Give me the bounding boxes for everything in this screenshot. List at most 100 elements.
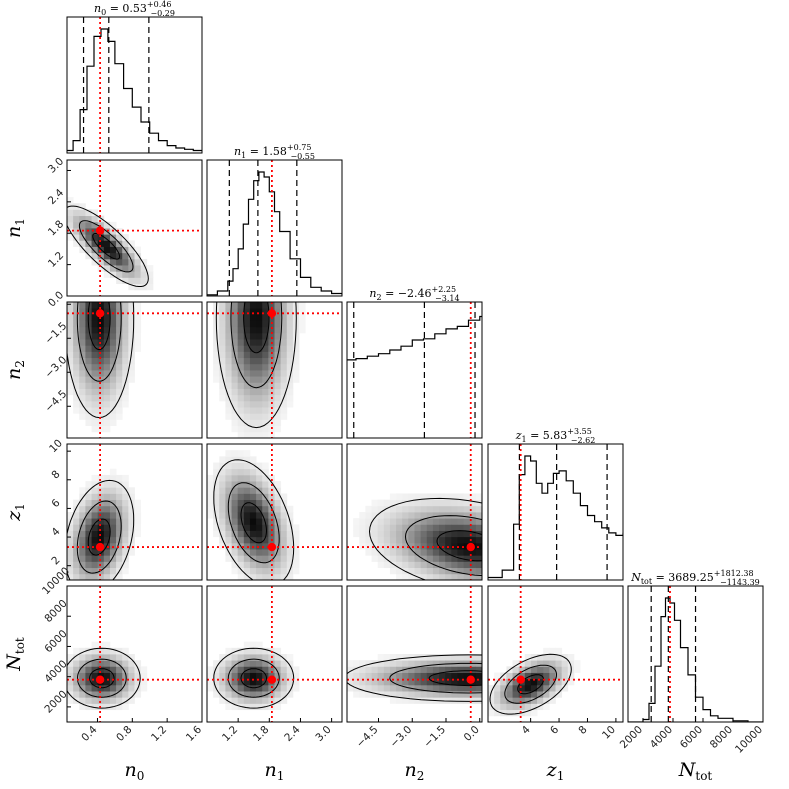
density-cell [426, 561, 434, 569]
density-cell [426, 691, 434, 698]
density-cell [134, 332, 142, 340]
density-cell [79, 573, 86, 580]
density-cell [219, 474, 226, 482]
panel-n1-vs-Ntot [207, 586, 342, 722]
density-cell [134, 518, 142, 525]
density-cell [134, 265, 142, 272]
density-cell [256, 419, 263, 427]
density-cell [122, 258, 129, 266]
density-cell [97, 326, 105, 334]
density-cell [231, 505, 239, 513]
density-cell [103, 376, 111, 383]
density-cell [128, 246, 135, 254]
density-cell [543, 647, 550, 655]
density-cell [396, 505, 403, 513]
density-cell [512, 697, 520, 704]
density-cell [445, 691, 452, 698]
density-cell [256, 542, 263, 550]
density-cell [457, 493, 464, 501]
density-cell [67, 654, 74, 661]
density-cell [67, 197, 74, 204]
density-cell [122, 400, 129, 408]
density-cell [122, 376, 129, 383]
density-cell [371, 512, 379, 519]
density-cell [225, 493, 232, 501]
density-cell [389, 536, 397, 544]
density-cell [512, 691, 520, 698]
density-cell [237, 388, 245, 396]
density-cell [420, 493, 428, 501]
density-cell [103, 703, 111, 711]
density-cell [256, 697, 263, 704]
density-cell [402, 505, 409, 513]
density-cell [128, 542, 135, 550]
density-cell [549, 697, 556, 704]
density-cell [103, 474, 111, 482]
density-cell [67, 339, 74, 346]
density-cell [231, 499, 239, 507]
density-cell [85, 357, 92, 365]
density-cell [280, 530, 288, 538]
density-cell [286, 376, 294, 383]
density-cell [237, 468, 245, 476]
density-cell [426, 573, 434, 580]
density-cell [237, 549, 245, 556]
density-cell [97, 376, 105, 383]
density-cell [256, 326, 263, 334]
density-cell [494, 684, 501, 692]
density-cell [73, 530, 80, 538]
density-cell [85, 666, 92, 673]
density-cell [274, 691, 282, 698]
density-cell [371, 678, 379, 686]
density-cell [97, 555, 105, 562]
density-cell [122, 672, 129, 680]
density-cell [73, 561, 80, 569]
density-cell [73, 394, 80, 402]
density-cell [543, 703, 550, 711]
density-cell [243, 345, 251, 352]
density-cell [292, 339, 300, 346]
density-cell [73, 302, 80, 309]
density-cell [383, 549, 391, 556]
density-cell [262, 505, 269, 513]
density-cell [274, 672, 282, 680]
density-cell [116, 277, 123, 285]
contour-1 [227, 482, 280, 564]
density-cell [249, 302, 257, 309]
density-cell [274, 376, 282, 383]
density-cell [140, 277, 148, 285]
density-cell [79, 660, 86, 667]
density-cell [383, 524, 391, 531]
density-cell [567, 660, 575, 667]
density-cell [73, 320, 80, 328]
density-cell [286, 536, 294, 544]
density-cell [262, 468, 269, 476]
density-cell [122, 487, 129, 494]
density-cell [109, 332, 117, 340]
density-cell [377, 660, 385, 667]
density-cell [432, 660, 440, 667]
density-cell [122, 684, 129, 692]
density-cell [79, 215, 86, 223]
x-tick-label-z1: 8 [576, 724, 589, 737]
density-cell [457, 666, 464, 673]
y-tick-label-z1: 6 [49, 497, 62, 510]
density-cell [79, 524, 86, 531]
density-cell [518, 697, 526, 704]
density-cell [237, 487, 245, 494]
density-cell [274, 678, 282, 686]
density-cell [451, 542, 458, 550]
density-cell [91, 209, 99, 217]
x-axis-label-n2: n2 [405, 759, 425, 783]
axis-label-sub: 0 [137, 769, 145, 783]
density-cell [414, 555, 422, 562]
density-cell [445, 518, 452, 525]
density-cell [475, 512, 482, 519]
density-cell [243, 672, 251, 680]
density-cell [262, 419, 269, 427]
density-cell [506, 691, 513, 698]
density-cell [469, 505, 477, 513]
density-cell [389, 697, 397, 704]
density-cell [243, 332, 251, 340]
density-cell [79, 302, 86, 309]
